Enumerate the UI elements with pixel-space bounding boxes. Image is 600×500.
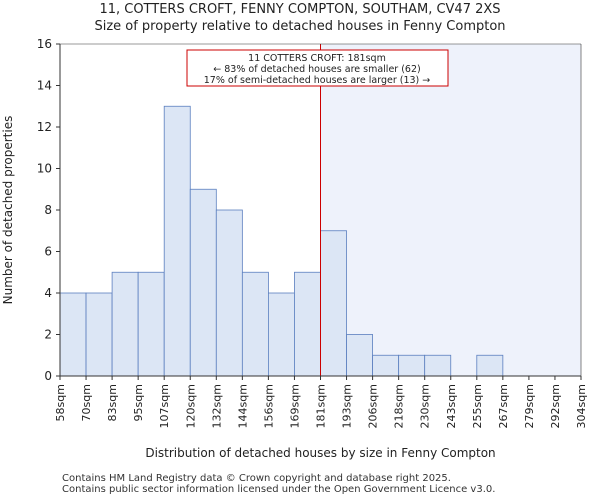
annotation-box: 11 COTTERS CROFT: 181sqm ← 83% of detach… [186,49,449,87]
y-tick-label: 0 [44,369,52,383]
bar-58sqm [59,292,87,377]
bar-230sqm [424,354,452,377]
x-tick-label: 156sqm [262,384,275,428]
x-tick-label: 255sqm [471,384,484,428]
x-tick-label: 218sqm [393,384,406,428]
bar-95sqm [137,271,165,377]
y-tick-label: 4 [44,286,52,300]
y-tick-label: 2 [44,328,52,342]
bar-169sqm [294,271,321,377]
bar-193sqm [346,334,373,377]
annotation-line-1: 11 COTTERS CROFT: 181sqm [248,53,386,64]
x-tick-label: 70sqm [80,384,93,421]
x-tick-label: 120sqm [184,384,197,428]
x-tick-label: 107sqm [158,384,171,428]
y-tick-label: 14 [37,79,52,93]
x-tick-label: 304sqm [575,384,588,428]
x-tick-label: 95sqm [132,384,145,421]
bar-83sqm [111,271,139,377]
x-tick-label: 132sqm [210,384,223,428]
y-tick-label: 6 [44,245,52,259]
annotation-line-3: 17% of semi-detached houses are larger (… [204,75,431,86]
x-tick-label: 58sqm [54,384,67,421]
x-ticks-group: 58sqm 70sqm 83sqm 95sqm 107sqm 120sqm 132sqm 14… [54,376,588,428]
y-tick-label: 10 [37,162,52,176]
x-tick-label: 243sqm [445,384,458,428]
bar-107sqm [163,105,191,377]
x-tick-label: 193sqm [341,384,354,428]
x-tick-label: 230sqm [419,384,432,428]
bar-132sqm [215,209,243,377]
x-tick-label: 181sqm [315,384,328,428]
x-tick-label: 292sqm [549,384,562,428]
y-ticks-group: 0 2 4 6 8 10 12 14 16 [37,37,60,383]
x-axis-label: Distribution of detached houses by size … [145,446,495,460]
larger-region-highlight [320,44,581,376]
x-tick-label: 144sqm [236,384,249,428]
bar-120sqm [189,188,217,377]
x-tick-label: 206sqm [367,384,380,428]
chart-title-address: 11, COTTERS CROFT, FENNY COMPTON, SOUTHA… [99,2,501,17]
bars-group [59,105,504,377]
y-tick-label: 8 [44,203,52,217]
x-tick-label: 83sqm [106,384,119,421]
bar-156sqm [267,292,295,377]
bar-206sqm [372,354,400,377]
footer-copyright: Contains HM Land Registry data © Crown c… [62,473,451,484]
footer-licence: Contains public sector information licen… [62,484,496,495]
chart-subtitle: Size of property relative to detached ho… [94,19,506,34]
y-tick-label: 12 [37,120,52,134]
x-tick-label: 169sqm [288,384,301,428]
bar-255sqm [476,354,504,377]
y-tick-label: 16 [37,37,52,51]
bar-70sqm [85,292,113,377]
bar-181sqm [320,230,347,377]
y-axis-label: Number of detached properties [1,116,15,305]
bar-144sqm [241,271,269,377]
bar-218sqm [398,354,426,377]
x-tick-label: 279sqm [523,384,536,428]
annotation-line-2: ← 83% of detached houses are smaller (62… [213,64,420,75]
x-tick-label: 267sqm [497,384,510,428]
annotation-border [186,49,449,87]
